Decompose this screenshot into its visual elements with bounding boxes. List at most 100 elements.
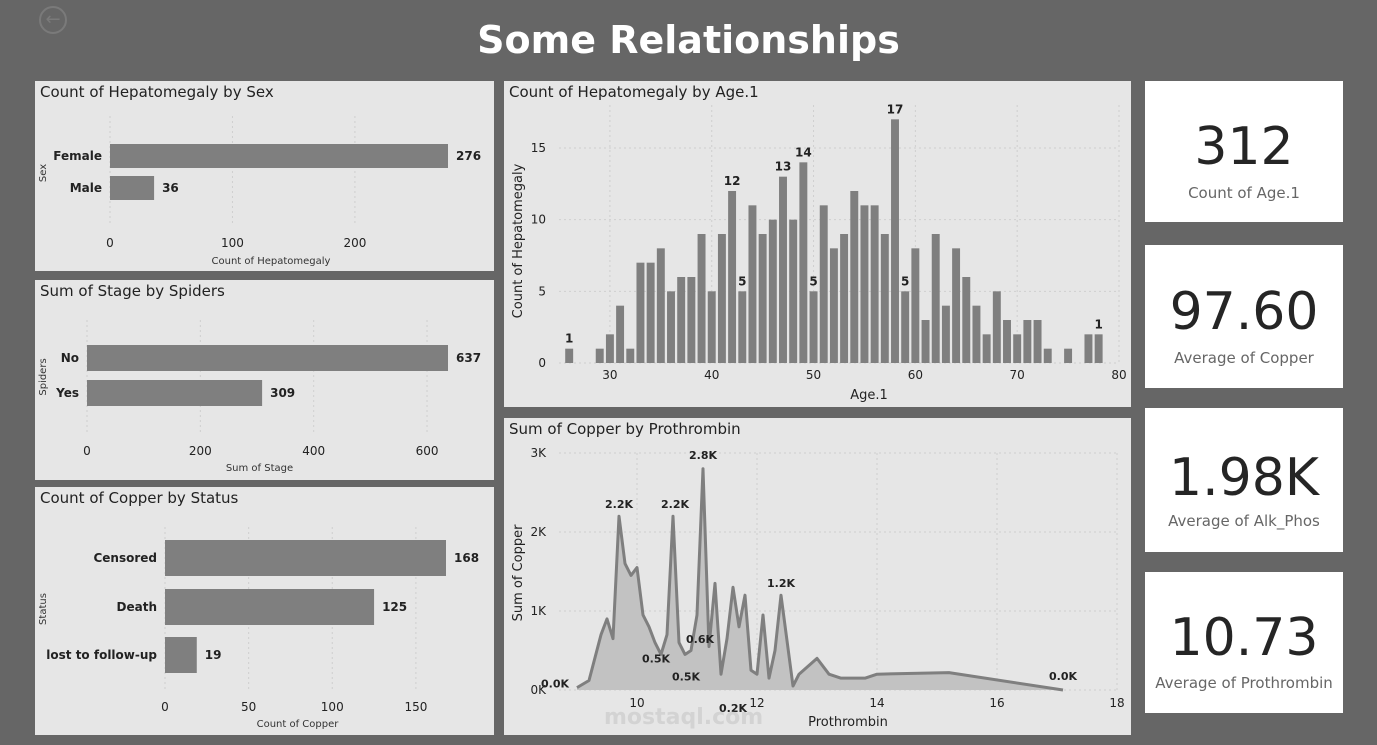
- chart-panel-copper-by-prothrombin: Sum of Copper by Prothrombin 0K 1K 2K 3K 10 1…: [504, 418, 1131, 735]
- bar: [646, 262, 655, 363]
- data-label: 168: [454, 551, 479, 565]
- x-tick-label: 600: [416, 444, 439, 458]
- x-tick-label: 60: [908, 368, 923, 382]
- category-label: No: [61, 351, 79, 365]
- category-label: Censored: [93, 551, 157, 565]
- category-label: Death: [117, 600, 157, 614]
- chart-panel-hepatomegaly-by-age: Count of Hepatomegaly by Age.1 0 5 10 15 30 4…: [504, 81, 1131, 407]
- x-axis-label: Prothrombin: [808, 715, 888, 730]
- bar: [911, 248, 920, 363]
- bar: [819, 205, 828, 363]
- data-label: 2.2K: [605, 498, 633, 511]
- bar: [1064, 348, 1073, 363]
- bar: [605, 334, 614, 363]
- x-tick-label: 50: [241, 700, 256, 714]
- bar: [687, 277, 696, 363]
- data-label: 5: [738, 274, 746, 288]
- bar: [616, 305, 625, 363]
- x-tick-label: 200: [189, 444, 212, 458]
- x-tick-label: 40: [704, 368, 719, 382]
- x-tick-label: 150: [404, 700, 427, 714]
- bar: [707, 291, 716, 363]
- y-tick-label: 1K: [530, 604, 547, 618]
- x-tick-label: 80: [1111, 368, 1126, 382]
- y-axis-label: Sex: [38, 164, 49, 182]
- kpi-card-average-prothrombin: 10.73 Average of Prothrombin: [1145, 572, 1343, 713]
- kpi-value: 1.98K: [1169, 448, 1319, 508]
- data-label: 0.6K: [686, 633, 714, 646]
- category-label: Male: [70, 181, 102, 195]
- bar: [87, 380, 263, 406]
- data-label: 14: [795, 145, 812, 159]
- bar: [110, 176, 155, 200]
- data-label: 12: [724, 174, 741, 188]
- hbar-chart-spiders: 0 200 400 600 No 637 Yes 309 Sum of Stage Spiders: [38, 320, 481, 474]
- bar: [891, 119, 899, 363]
- hbar-chart-sex: 0 100 200 Female 276 Male 36 Count of Hepatomeg…: [38, 116, 481, 267]
- y-tick-label: 3K: [530, 446, 547, 460]
- bar: [992, 291, 1001, 363]
- data-label: 0.0K: [541, 678, 569, 691]
- x-tick-label: 18: [1109, 696, 1124, 710]
- y-tick-label: 0K: [530, 683, 547, 697]
- area-chart-prothrombin: 0K 1K 2K 3K 10 12 14 16 18 0.0K 2.2K 0.5K 2.2K 0.5K 2.…: [511, 446, 1125, 730]
- bar: [165, 540, 446, 576]
- kpi-value: 97.60: [1169, 282, 1319, 342]
- area-fill: [577, 468, 1063, 690]
- chart-title: Sum of Stage by Spiders: [40, 282, 225, 300]
- chart-title: Count of Hepatomegaly by Age.1: [509, 83, 759, 101]
- data-label: 17: [887, 102, 904, 116]
- watermark: mostaql.com: [604, 705, 764, 730]
- bar: [165, 637, 197, 673]
- bar: [728, 191, 737, 363]
- x-axis-label: Count of Copper: [257, 719, 340, 730]
- bar: [1084, 334, 1093, 363]
- data-label: 0.5K: [672, 671, 700, 684]
- data-label: 0.0K: [1049, 670, 1077, 683]
- bar: [799, 162, 808, 363]
- x-tick-label: 0: [106, 236, 114, 250]
- x-axis-label: Sum of Stage: [226, 463, 293, 474]
- bar: [748, 205, 757, 363]
- category-label: Female: [53, 149, 102, 163]
- y-tick-label: 2K: [530, 525, 547, 539]
- bar: [850, 191, 859, 363]
- x-tick-label: 50: [806, 368, 821, 382]
- x-tick-label: 30: [602, 368, 617, 382]
- bar: [962, 277, 971, 363]
- bar: [840, 234, 849, 363]
- bar: [870, 205, 879, 363]
- x-tick-label: 0: [161, 700, 169, 714]
- y-axis-label: Sum of Copper: [511, 524, 526, 621]
- x-tick-label: 400: [302, 444, 325, 458]
- data-label: 0.5K: [642, 652, 670, 665]
- x-tick-label: 200: [343, 236, 366, 250]
- chart-title: Count of Hepatomegaly by Sex: [40, 83, 274, 101]
- x-tick-label: 100: [321, 700, 344, 714]
- bar: [87, 345, 448, 371]
- bar: [1023, 320, 1032, 363]
- bar: [758, 234, 767, 363]
- bar: [626, 348, 635, 363]
- chart-panel-stage-by-spiders: Sum of Stage by Spiders 0 200 400 600 No 637 Y…: [35, 280, 494, 480]
- back-arrow-icon[interactable]: ←: [39, 6, 67, 34]
- bar: [789, 219, 798, 363]
- bar: [1094, 334, 1103, 363]
- bar: [1003, 320, 1011, 363]
- y-tick-label: 0: [538, 356, 546, 370]
- x-tick-label: 12: [749, 696, 764, 710]
- kpi-label: Average of Prothrombin: [1155, 674, 1333, 692]
- bar: [717, 234, 726, 363]
- bar: [901, 291, 910, 363]
- x-axis-label: Count of Hepatomegaly: [212, 256, 331, 267]
- data-label: 0.2K: [719, 702, 747, 715]
- kpi-card-count-age: 312 Count of Age.1: [1145, 81, 1343, 222]
- chart-title: Sum of Copper by Prothrombin: [509, 420, 741, 438]
- page-title: Some Relationships: [477, 18, 900, 62]
- kpi-value: 10.73: [1169, 608, 1319, 668]
- x-tick-label: 10: [629, 696, 644, 710]
- bar: [931, 234, 940, 363]
- x-tick-label: 16: [989, 696, 1004, 710]
- bar: [921, 320, 930, 363]
